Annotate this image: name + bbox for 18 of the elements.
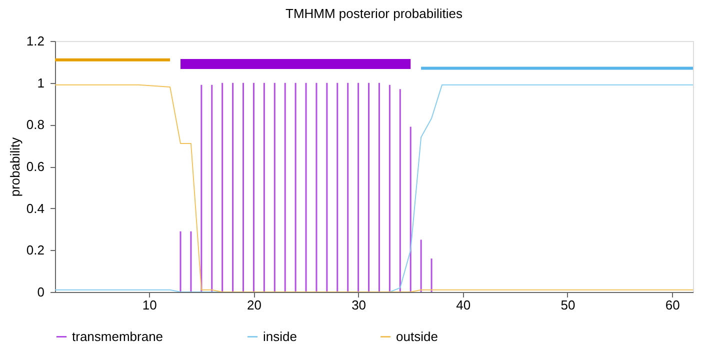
y-tick-label: 0.8 — [26, 117, 44, 132]
legend-label: transmembrane — [72, 328, 164, 344]
y-tick-label: 1.2 — [26, 34, 44, 48]
legend-label: outside — [396, 328, 438, 344]
x-tick-label: 30 — [352, 298, 366, 312]
x-tick-label: 50 — [560, 298, 576, 312]
y-tick-label: 0 — [37, 284, 44, 300]
legend-label: inside — [263, 328, 297, 344]
y-tick-label: 0.2 — [26, 242, 44, 258]
x-tick-label: 10 — [142, 298, 157, 312]
chart-title: TMHMM posterior probabilities — [286, 6, 463, 21]
y-axis-title: probability — [7, 136, 22, 197]
y-tick-label: 0.4 — [26, 200, 44, 216]
y-tick-label: 0.6 — [26, 159, 44, 174]
x-tick-label: 60 — [665, 298, 680, 312]
x-tick-label: 40 — [456, 298, 471, 312]
y-tick-label: 1 — [37, 75, 44, 90]
x-tick-label: 20 — [246, 298, 262, 312]
